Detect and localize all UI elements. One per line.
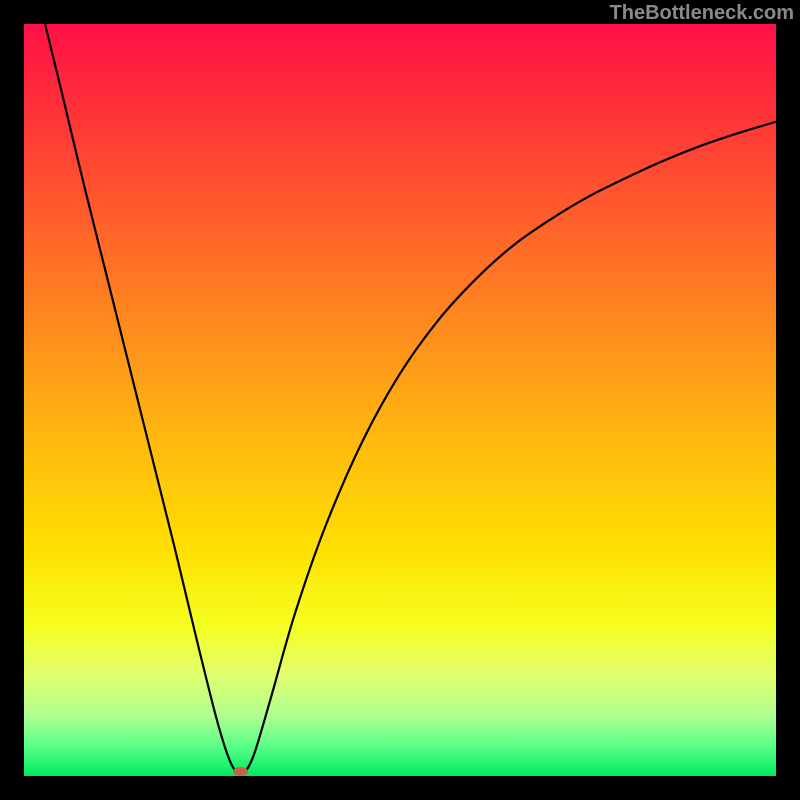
plot-area — [24, 24, 776, 776]
bottleneck-chart: TheBottleneck.com — [0, 0, 800, 800]
watermark-text: TheBottleneck.com — [610, 2, 794, 25]
bottleneck-curve — [24, 24, 776, 776]
